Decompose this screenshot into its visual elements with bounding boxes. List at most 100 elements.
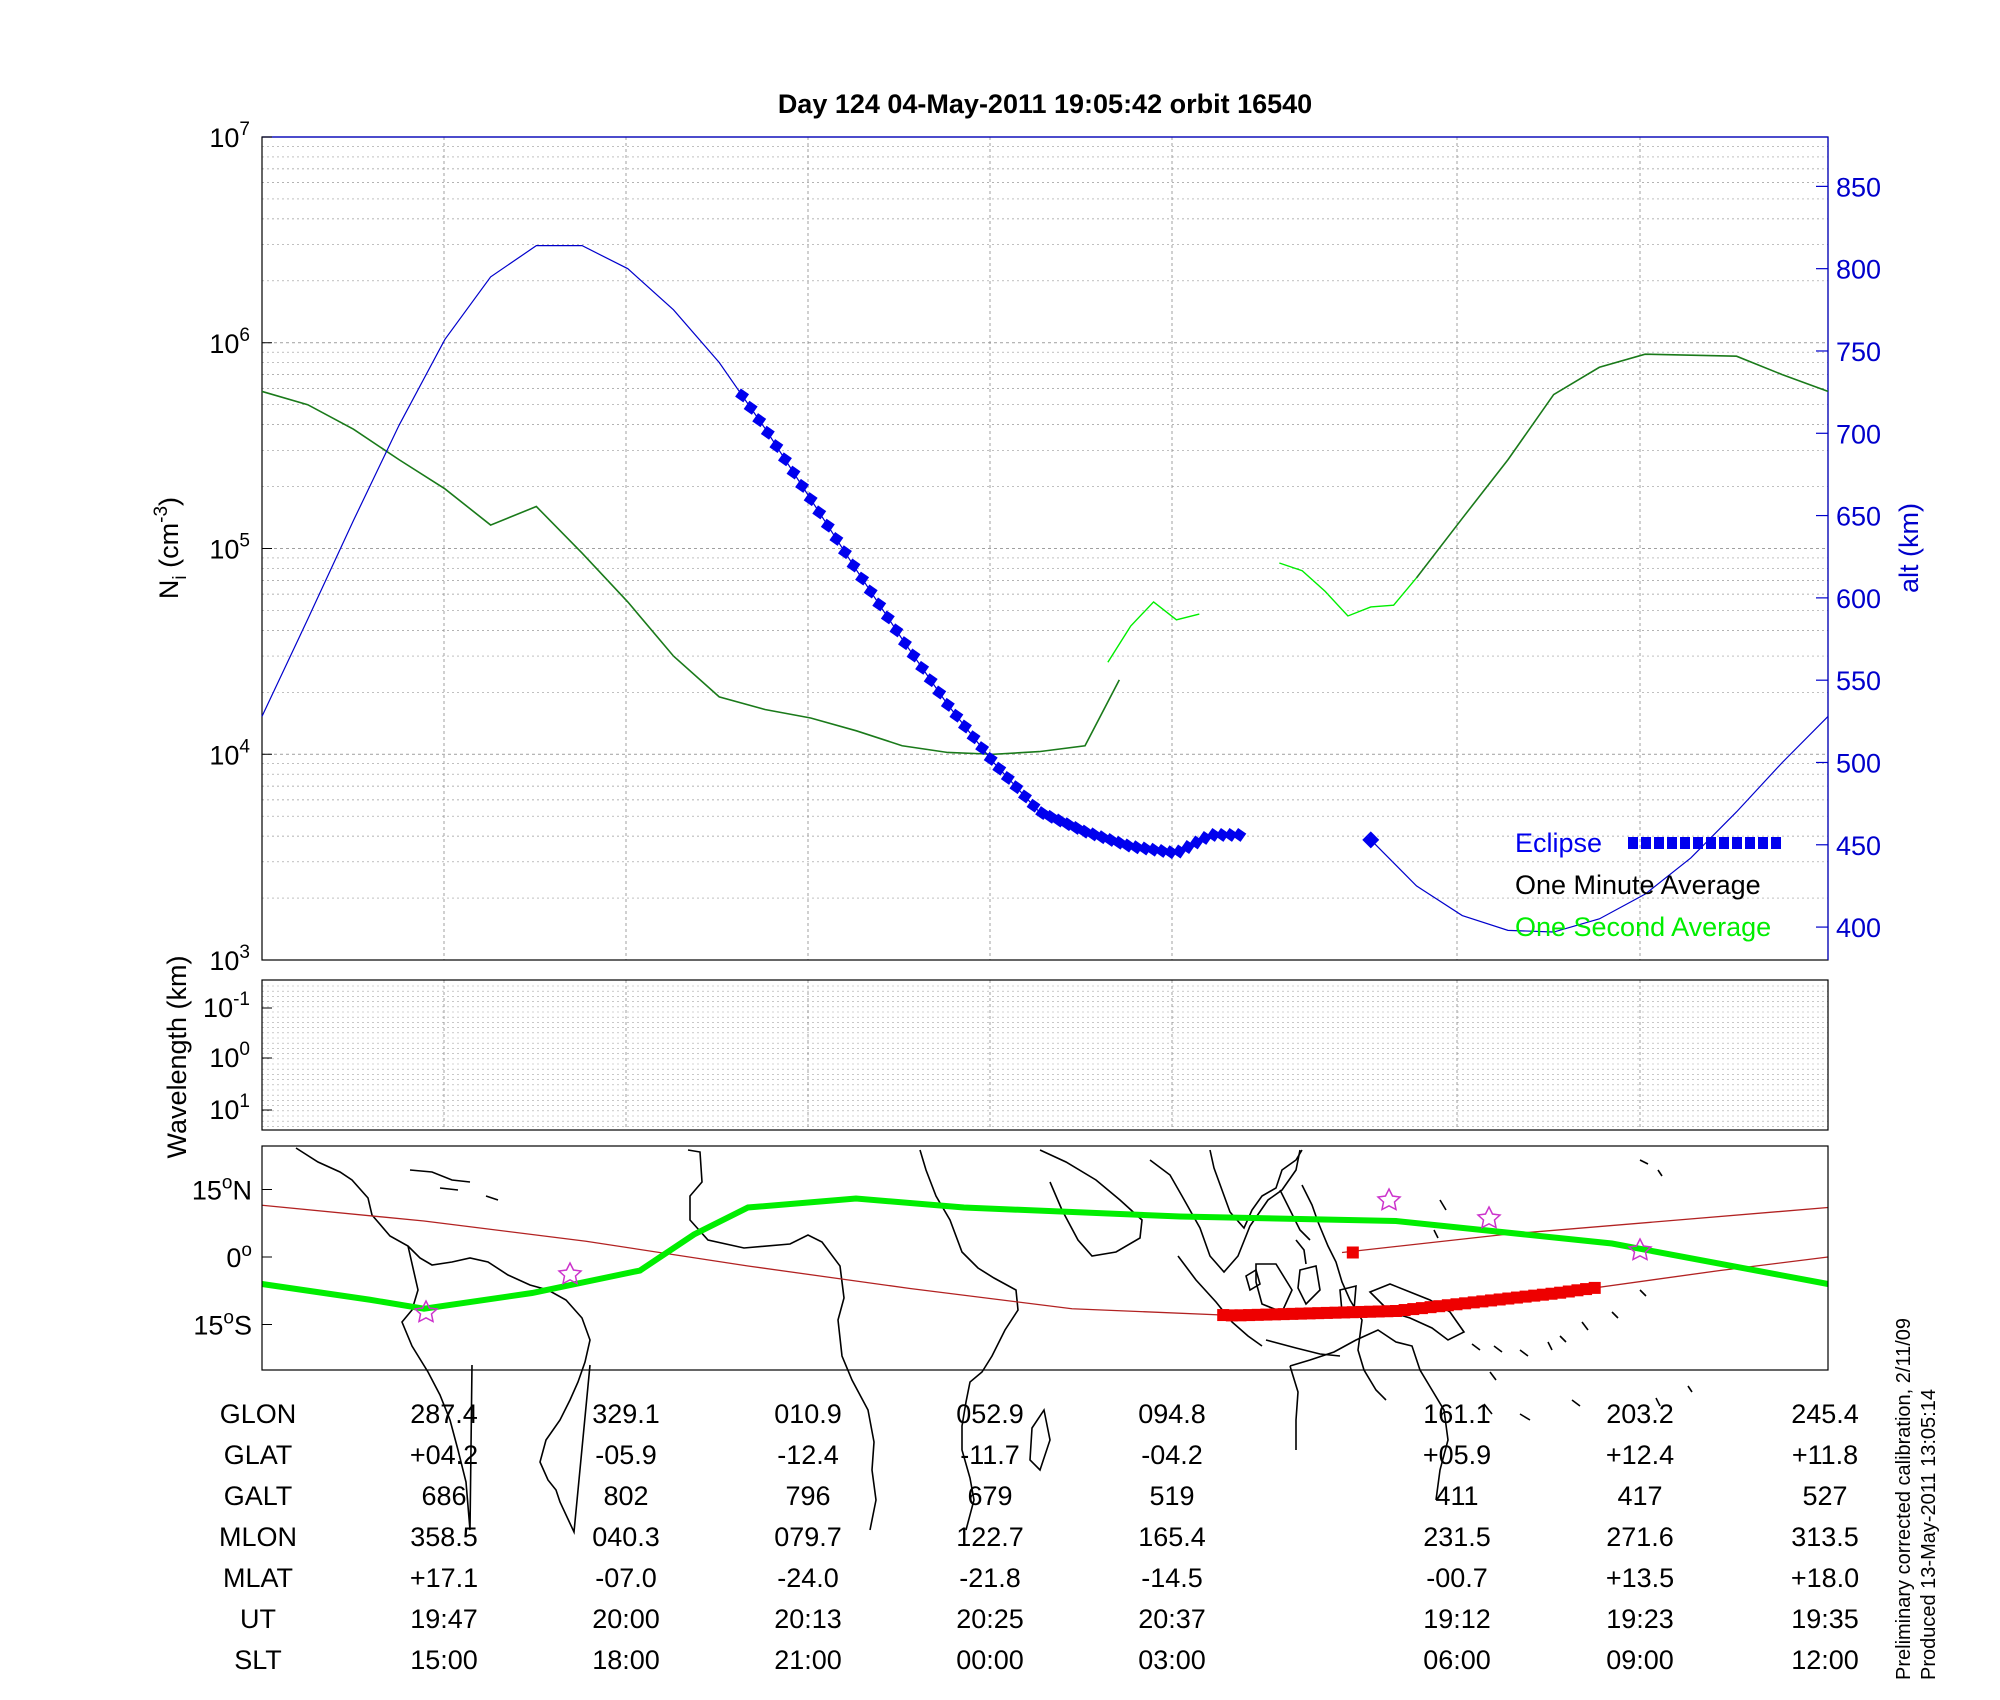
table-cell: 040.3 xyxy=(592,1522,660,1552)
coast-caribbean xyxy=(409,1169,499,1201)
table-cell: 19:47 xyxy=(410,1604,478,1634)
altitude-line xyxy=(1370,715,1829,933)
alt-tick-label: 650 xyxy=(1836,502,1881,532)
wavelength-y-tick-base: 10 xyxy=(209,1095,239,1125)
eclipse-marker xyxy=(1009,780,1024,795)
table-cell: -12.4 xyxy=(777,1440,839,1470)
wavelength-y-tick: 100 xyxy=(209,1039,250,1073)
alt-tick-label: 800 xyxy=(1836,255,1881,285)
wavelength-y-tick: 101 xyxy=(209,1091,250,1125)
table-cell: 06:00 xyxy=(1423,1645,1491,1675)
legend-eclipse-swatch xyxy=(1628,837,1781,849)
density-y-tick-base: 10 xyxy=(209,123,239,153)
table-cell: 18:00 xyxy=(592,1645,660,1675)
density-y-tick-exp: 7 xyxy=(239,119,250,140)
alt-tick-label: 600 xyxy=(1836,584,1881,614)
table-cell: 010.9 xyxy=(774,1399,842,1429)
coast-philippines xyxy=(1279,1189,1311,1265)
wavelength-grid xyxy=(262,980,1828,1130)
site-marker-star xyxy=(1627,1237,1653,1261)
map-lat-hemisphere: S xyxy=(234,1311,252,1341)
eclipse-marker xyxy=(743,400,758,415)
coast-madagascar xyxy=(1029,1407,1051,1472)
table-cell: -21.8 xyxy=(959,1563,1021,1593)
table-cell: +11.8 xyxy=(1792,1440,1858,1470)
coast-americas xyxy=(295,1147,591,1535)
eclipse-marker xyxy=(846,558,861,573)
coastlines xyxy=(295,1147,1693,1535)
table-cell: -24.0 xyxy=(777,1563,839,1593)
eclipse-marker xyxy=(760,425,775,440)
eclipse-marker xyxy=(735,388,750,403)
map-lat-label: 0o xyxy=(226,1240,252,1273)
altitude-line xyxy=(261,245,1212,854)
coast-southeast-asia xyxy=(1209,1149,1387,1401)
table-row-label: GALT xyxy=(224,1481,293,1511)
table-cell: 20:37 xyxy=(1138,1604,1206,1634)
density-y-tick: 105 xyxy=(209,531,250,565)
eclipse-marker xyxy=(1215,827,1230,842)
site-marker-star xyxy=(413,1299,439,1323)
wavelength-y-tick: 10-1 xyxy=(203,989,250,1023)
table-cell: -14.5 xyxy=(1141,1563,1203,1593)
table-cell: 796 xyxy=(785,1481,830,1511)
legend-eclipse-square xyxy=(1706,837,1716,849)
alt-y-ticks: 400 450 500 550 600 650 700 750 800 850 xyxy=(1816,172,1881,943)
table-cell: 20:13 xyxy=(774,1604,842,1634)
map-lat-degree: o xyxy=(222,1173,233,1194)
table-cell: 15:00 xyxy=(410,1645,478,1675)
eclipse-marker xyxy=(786,465,801,480)
table-cell: 094.8 xyxy=(1138,1399,1206,1429)
wavelength-y-tick-base: 10 xyxy=(209,1043,239,1073)
table-cell: 231.5 xyxy=(1423,1522,1491,1552)
site-marker-star xyxy=(1476,1205,1502,1229)
table-cell: 519 xyxy=(1149,1481,1194,1511)
legend-eclipse-square xyxy=(1667,837,1677,849)
density-y-tick: 107 xyxy=(209,119,250,153)
table-cell: 358.5 xyxy=(410,1522,478,1552)
eclipse-marker xyxy=(889,623,904,638)
table-cell: 287.4 xyxy=(410,1399,478,1429)
table-cell: +05.9 xyxy=(1423,1440,1491,1470)
legend-eclipse-label: Eclipse xyxy=(1515,828,1602,858)
density-y-tick-base: 10 xyxy=(209,946,239,976)
density-y-tick-exp: 5 xyxy=(239,531,250,552)
legend-minute-label: One Minute Average xyxy=(1515,870,1761,900)
table-cell: 09:00 xyxy=(1606,1645,1674,1675)
alt-tick-label: 400 xyxy=(1836,913,1881,943)
eclipse-marker xyxy=(966,730,981,745)
eclipse-marker xyxy=(1026,798,1041,813)
legend-eclipse-square xyxy=(1628,837,1638,849)
table-cell: 19:35 xyxy=(1791,1604,1859,1634)
map-frame xyxy=(261,1145,1829,1371)
density-y-tick-exp: 6 xyxy=(239,325,250,346)
table-cell: -07.0 xyxy=(595,1563,657,1593)
eclipse-track-marker xyxy=(1346,1246,1359,1259)
eclipse-marker xyxy=(880,610,895,625)
density-y-tick: 104 xyxy=(209,736,250,770)
wavelength-y-tick-exp: 1 xyxy=(239,1091,250,1112)
density-y-label: Ni (cm-3) xyxy=(151,497,191,599)
alt-tick-label: 500 xyxy=(1836,748,1881,778)
table-cell: 329.1 xyxy=(592,1399,660,1429)
coast-srilanka xyxy=(1245,1268,1261,1292)
eclipse-marker xyxy=(752,413,767,428)
table-row-label: GLON xyxy=(220,1399,297,1429)
eclipse-marker xyxy=(1232,827,1247,842)
table-cell: 21:00 xyxy=(774,1645,842,1675)
eclipse-marker xyxy=(983,751,998,766)
table-cell: 679 xyxy=(967,1481,1012,1511)
one-minute-line xyxy=(261,390,1121,756)
eclipse-marker xyxy=(923,673,938,688)
coast-australia xyxy=(1289,1329,1449,1501)
alt-tick-label: 550 xyxy=(1836,666,1881,696)
eclipse-marker xyxy=(1000,770,1015,785)
table-cell: -00.7 xyxy=(1426,1563,1488,1593)
legend-eclipse-square xyxy=(1758,837,1768,849)
table-cell: 19:23 xyxy=(1606,1604,1674,1634)
one-second-line xyxy=(1279,562,1418,617)
legend-eclipse-square xyxy=(1719,837,1729,849)
map-site-markers xyxy=(413,1187,1653,1323)
alt-tick-label: 850 xyxy=(1836,172,1881,202)
